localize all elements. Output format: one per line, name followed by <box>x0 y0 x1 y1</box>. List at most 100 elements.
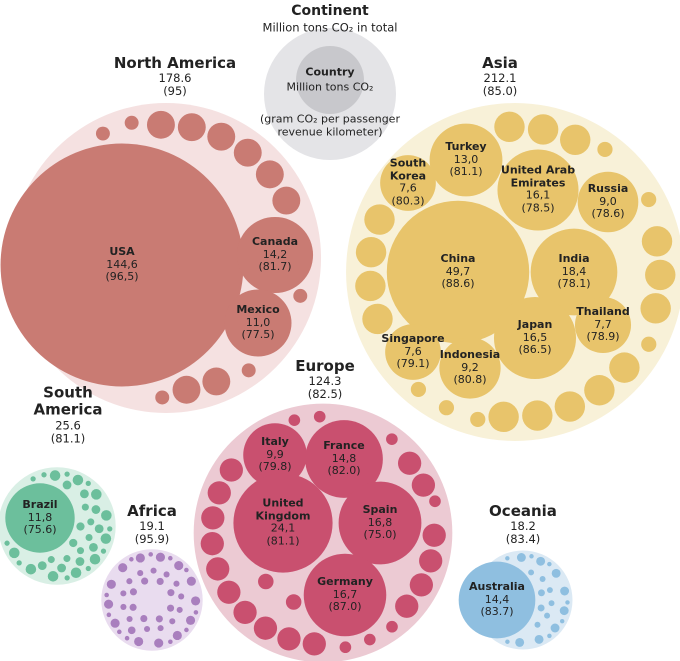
minor-bubble <box>522 400 553 431</box>
country-value: 14,8 <box>331 451 357 465</box>
minor-bubble <box>100 533 112 544</box>
continent-total: 212.1 <box>483 71 517 86</box>
minor-bubble <box>488 401 519 433</box>
minor-bubble <box>120 603 127 610</box>
minor-bubble <box>641 226 673 257</box>
country-intensity: (79.8) <box>258 460 292 474</box>
minor-bubble <box>126 578 133 585</box>
minor-bubble <box>559 606 569 616</box>
country-bubble <box>5 483 75 553</box>
minor-bubble <box>258 573 274 590</box>
minor-bubble <box>168 555 173 561</box>
minor-bubble <box>185 615 196 625</box>
continent-name: North America <box>113 54 237 73</box>
country-name: USA <box>109 245 135 259</box>
country-intensity: (87.0) <box>328 600 362 614</box>
minor-bubble <box>144 625 151 633</box>
minor-bubble <box>157 625 164 632</box>
minor-bubble <box>76 522 85 531</box>
country-bubble <box>303 553 387 637</box>
minor-bubble <box>126 615 133 623</box>
country-bubble <box>429 123 503 197</box>
minor-bubble <box>134 636 144 647</box>
minor-bubble <box>64 575 70 581</box>
continent-intensity: (81.1) <box>50 431 86 446</box>
minor-bubble <box>137 570 144 577</box>
minor-bubble <box>253 616 278 640</box>
minor-bubble <box>364 633 376 646</box>
minor-bubble <box>386 620 398 633</box>
minor-bubble <box>167 604 175 612</box>
country-label: USA 144,6 (96,5) <box>87 245 157 284</box>
country-bubble <box>305 420 383 498</box>
minor-bubble <box>163 571 170 578</box>
country-name: Australia <box>469 580 525 594</box>
minor-bubble <box>154 638 164 648</box>
minor-bubble <box>25 563 37 575</box>
country-name: Germany <box>317 575 373 589</box>
country-value: 7,6 <box>399 182 417 195</box>
country-name: Turkey <box>445 140 487 154</box>
minor-bubble <box>233 138 262 167</box>
minor-bubble <box>534 621 541 628</box>
country-intensity: (78.6) <box>591 207 625 221</box>
country-bubble <box>233 473 333 573</box>
minor-bubble <box>537 589 545 597</box>
minor-bubble <box>559 618 565 624</box>
country-intensity: (81.7) <box>258 260 292 274</box>
country-bubble <box>386 200 530 344</box>
country-value: 16,5 <box>522 330 548 344</box>
minor-bubble <box>584 375 615 406</box>
minor-bubble <box>551 568 561 578</box>
minor-bubble <box>201 506 225 530</box>
minor-bubble <box>62 480 72 490</box>
minor-bubble <box>155 615 163 623</box>
minor-bubble <box>546 587 553 594</box>
country-label: France 14,8 (82.0) <box>314 439 374 478</box>
continent-intensity: (85.0) <box>482 84 518 99</box>
country-intensity: (78.1) <box>557 277 591 291</box>
legend-subtitle: Million tons CO₂ in total <box>262 20 398 35</box>
minor-bubble <box>193 610 199 615</box>
minor-bubble <box>548 600 555 607</box>
minor-bubble <box>89 542 98 552</box>
minor-bubble <box>141 577 149 585</box>
country-name: Thailand <box>576 305 630 319</box>
minor-bubble <box>288 414 301 427</box>
minor-bubble <box>129 588 137 596</box>
minor-bubble <box>429 495 441 508</box>
minor-bubble <box>150 567 157 574</box>
minor-bubble <box>64 471 70 477</box>
country-label: Mexico 11,0 (77.5) <box>223 303 293 342</box>
country-name: Japan <box>517 318 553 332</box>
continent-label: Asia 212.1 (85.0) <box>450 54 550 99</box>
minor-bubble <box>106 579 116 589</box>
country-label: India 18,4 (78.1) <box>544 252 604 291</box>
minor-bubble <box>470 411 486 428</box>
country-intensity: (96,5) <box>105 270 139 284</box>
country-value: 16,1 <box>525 189 551 202</box>
continent-total: 25.6 <box>55 418 81 433</box>
country-bubble <box>236 216 314 294</box>
country-intensity: (75.0) <box>363 528 397 542</box>
country-bubble <box>224 289 292 357</box>
minor-bubble <box>91 489 102 500</box>
minor-bubble <box>156 577 164 585</box>
minor-bubble <box>155 552 165 562</box>
minor-bubble <box>536 556 546 566</box>
continent-name: Africa <box>127 502 177 521</box>
country-bubble <box>497 149 579 231</box>
minor-bubble <box>640 293 671 324</box>
country-intensity: (78.5) <box>521 201 555 215</box>
country-value: 7,7 <box>594 317 612 331</box>
minor-bubble <box>397 451 422 475</box>
minor-bubble <box>16 560 22 566</box>
legend-title: Continent <box>291 2 369 19</box>
minor-bubble <box>57 563 66 573</box>
minor-bubble <box>47 556 55 564</box>
continent-name: Europe <box>295 357 355 376</box>
legend-inner-circle <box>296 46 364 114</box>
minor-bubble <box>293 288 308 303</box>
minor-bubble <box>550 623 560 633</box>
country-intensity: (77.5) <box>241 328 275 342</box>
